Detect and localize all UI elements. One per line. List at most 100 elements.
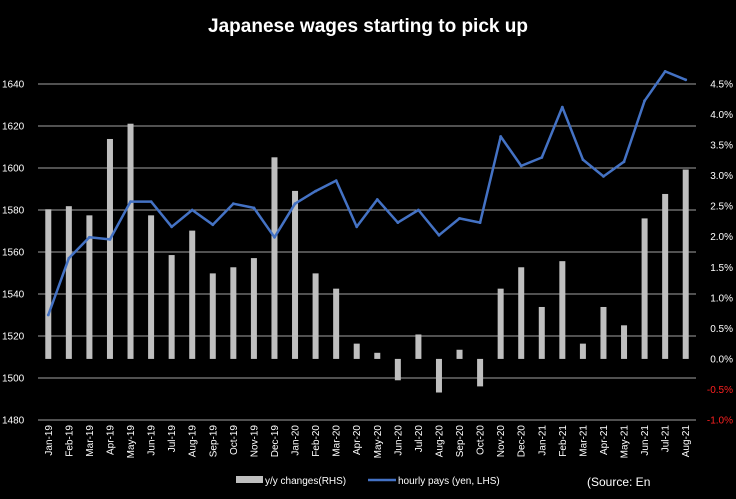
legend-bar-label: y/y changes(RHS): [265, 476, 346, 487]
line-point-Jan-19: [46, 313, 50, 317]
x-tick-label: Jun-20: [393, 425, 404, 456]
x-tick-label: Feb-20: [311, 425, 322, 457]
bar-Nov-19: [250, 258, 257, 359]
left-axis-ticks: 1480 1500 1520 1540 1560 1580 1600 1620 1640: [2, 80, 25, 427]
right-tick-label: 4.0%: [710, 110, 733, 121]
legend-line-label: hourly pays (yen, LHS): [398, 476, 500, 487]
bar-Mar-20: [333, 288, 340, 359]
left-tick-label: 1520: [2, 332, 25, 343]
x-tick-label: Jan-19: [44, 425, 55, 456]
line-point-Apr-21: [602, 175, 605, 178]
x-tick-label: Nov-20: [496, 425, 507, 458]
x-tick-label: Mar-19: [85, 425, 96, 457]
right-tick-label: 2.5%: [710, 202, 733, 213]
bar-Dec-19: [271, 157, 278, 359]
bar-Sep-19: [209, 273, 216, 359]
x-tick-label: Dec-20: [517, 425, 528, 458]
line-point-Feb-20: [314, 189, 317, 193]
line-point-Jan-21: [540, 156, 544, 159]
line-point-Aug-20: [437, 233, 441, 237]
bar-Aug-19: [189, 230, 196, 359]
hourly-pay-line: [47, 70, 687, 316]
x-tick-label: Apr-21: [599, 425, 610, 455]
bar-Jul-21: [662, 193, 669, 359]
bar-May-20: [374, 352, 381, 359]
line-point-Aug-19: [190, 208, 194, 212]
left-tick-label: 1540: [2, 290, 25, 301]
bar-Nov-20: [497, 288, 504, 359]
line-point-Dec-20: [519, 164, 523, 168]
x-axis-ticks: Jan-19 Feb-19 Mar-19 Apr-19 May-19 Jun-19 Jul-…: [44, 425, 692, 459]
line-point-Oct-19: [231, 202, 235, 206]
left-tick-label: 1580: [2, 206, 25, 217]
bar-Apr-19: [106, 138, 113, 359]
bar-Jun-21: [641, 218, 648, 359]
x-tick-label: May-21: [620, 425, 631, 459]
left-tick-label: 1500: [2, 374, 25, 385]
right-tick-label: 0.5%: [710, 324, 733, 335]
bar-Apr-21: [600, 306, 607, 359]
bar-series: [45, 123, 689, 393]
x-tick-label: Jun-21: [640, 425, 651, 456]
line-series: [46, 70, 688, 317]
bar-Aug-20: [435, 358, 442, 393]
line-point-Sep-19: [211, 223, 215, 227]
line-point-Nov-20: [499, 135, 503, 138]
bar-Jan-19: [45, 209, 52, 359]
x-tick-label: Jan-20: [291, 425, 302, 456]
right-tick-label: 0.0%: [710, 354, 733, 365]
x-tick-label: Jan-21: [537, 425, 548, 456]
left-tick-label: 1560: [2, 248, 25, 259]
bar-Jun-19: [148, 215, 155, 359]
bar-Mar-21: [579, 343, 586, 359]
x-tick-label: Aug-20: [435, 425, 446, 458]
x-tick-label: Feb-21: [558, 425, 569, 457]
line-point-Jun-20: [396, 221, 400, 225]
right-tick-label: 1.5%: [710, 263, 733, 274]
x-tick-label: Jul-21: [661, 425, 672, 453]
chart-title: Japanese wages starting to pick up: [208, 16, 528, 37]
bar-Oct-20: [477, 358, 484, 387]
x-tick-label: Aug-19: [188, 425, 199, 458]
x-tick-label: Oct-19: [229, 425, 240, 455]
left-tick-label: 1620: [2, 122, 25, 133]
line-point-Apr-20: [355, 225, 359, 229]
line-point-Jul-19: [170, 225, 174, 229]
bar-Feb-20: [312, 273, 319, 359]
bar-May-21: [621, 325, 628, 359]
bar-Jul-20: [415, 334, 422, 359]
x-tick-label: Jul-19: [167, 425, 178, 453]
x-tick-label: Jul-20: [414, 425, 425, 453]
right-tick-label: 3.5%: [710, 141, 733, 152]
right-tick-label: 3.0%: [710, 171, 733, 182]
legend-bar-swatch: [236, 476, 263, 483]
line-point-Jun-19: [149, 200, 153, 204]
bar-Dec-20: [518, 267, 525, 359]
x-tick-label: Mar-21: [578, 425, 589, 457]
x-tick-label: Apr-20: [352, 425, 363, 455]
x-tick-label: Jun-19: [147, 425, 158, 456]
bar-Apr-20: [353, 343, 360, 359]
bar-Feb-21: [559, 261, 566, 359]
left-tick-label: 1600: [2, 164, 25, 175]
x-tick-label: Nov-19: [249, 425, 260, 458]
x-tick-label: Feb-19: [64, 425, 75, 457]
line-point-Mar-19: [88, 235, 91, 239]
line-point-Jul-21: [663, 70, 667, 73]
bar-Feb-19: [65, 206, 72, 359]
right-tick-label: 2.0%: [710, 232, 733, 243]
bar-Aug-21: [682, 169, 689, 359]
left-tick-label: 1640: [2, 80, 25, 91]
line-point-Feb-19: [67, 256, 71, 260]
bar-Oct-19: [230, 267, 237, 359]
line-point-May-19: [129, 200, 132, 204]
line-point-Sep-20: [458, 217, 461, 220]
bar-Jan-20: [292, 190, 299, 359]
gridlines: [38, 83, 696, 421]
right-tick-label: -1.0%: [707, 416, 733, 427]
line-point-Jul-20: [417, 208, 420, 212]
line-point-Jan-20: [293, 202, 297, 206]
x-tick-label: May-19: [126, 425, 137, 459]
